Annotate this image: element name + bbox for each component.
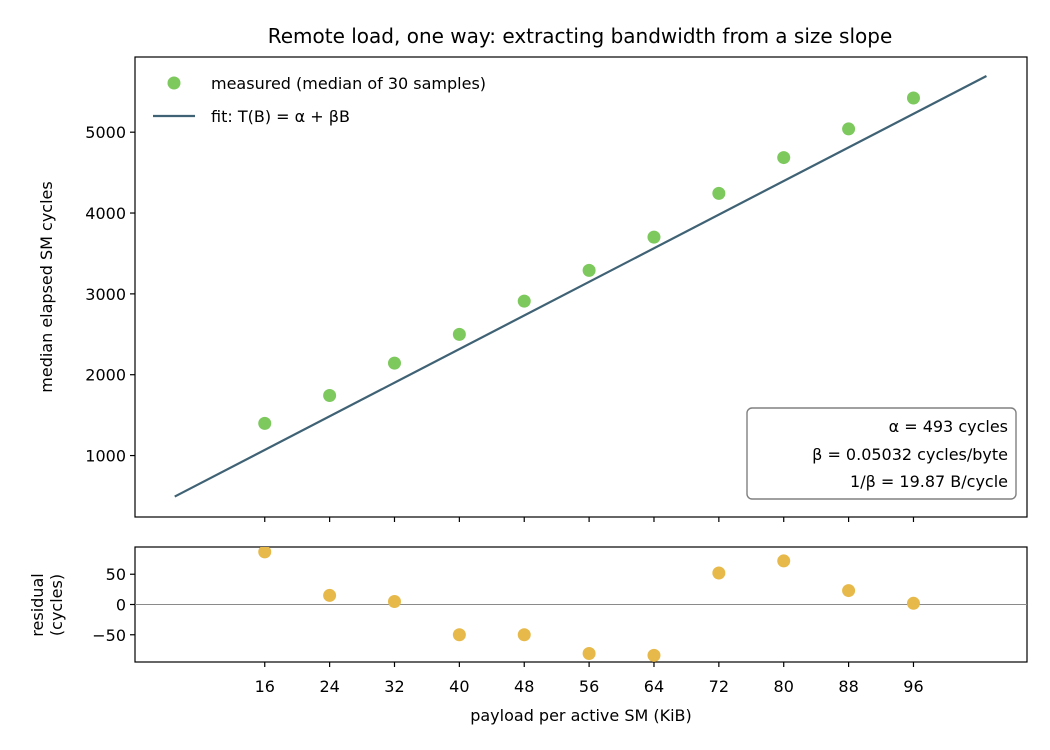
- bottom-x-tick-label: 56: [579, 677, 599, 696]
- top-y-tick-label: 5000: [85, 123, 126, 142]
- fit-bandwidth-text: 1/β = 19.87 B/cycle: [850, 472, 1008, 491]
- bottom-y-axis-label-line-2: (cycles): [47, 574, 66, 636]
- measured-point: [647, 230, 661, 244]
- residual-point: [712, 566, 726, 580]
- top-y-tick-label: 1000: [85, 447, 126, 466]
- fit-line: [174, 75, 987, 498]
- residual-point: [387, 594, 401, 608]
- top-plot-area: [134, 56, 1028, 518]
- bottom-x-tick-label: 32: [384, 677, 404, 696]
- top-y-tick-label: 4000: [85, 204, 126, 223]
- bottom-x-tick-label: 64: [644, 677, 664, 696]
- top-y-tick-label: 2000: [85, 366, 126, 385]
- bottom-y-axis-label-group: residual (cycles): [28, 573, 66, 636]
- legend-marker-measured: [167, 76, 181, 90]
- residual-point: [517, 628, 531, 642]
- top-plot-layer: 1000 2000 3000 4000 5000: [85, 75, 987, 522]
- bottom-x-tick-label: 88: [838, 677, 858, 696]
- bottom-x-tick-label: 80: [774, 677, 794, 696]
- x-axis-label: payload per active SM (KiB): [470, 706, 692, 725]
- residual-point: [906, 596, 920, 610]
- residual-point: [777, 554, 791, 568]
- residual-point: [323, 588, 337, 602]
- bottom-plot-layer: 50 0 −50 16 24 32 40 48 56 64 72 80 88 96: [92, 547, 1027, 696]
- measured-point: [842, 122, 856, 136]
- bottom-x-tick-label: 16: [255, 677, 275, 696]
- residual-point: [647, 648, 661, 662]
- bottom-y-tick-label: 50: [106, 565, 126, 584]
- bottom-y-tick-label: −50: [92, 626, 126, 645]
- bottom-x-tick-label: 24: [319, 677, 339, 696]
- measured-point: [712, 186, 726, 200]
- measured-point: [452, 327, 466, 341]
- chart-title: Remote load, one way: extracting bandwid…: [268, 24, 893, 48]
- measured-point: [387, 356, 401, 370]
- residual-points-group: [258, 547, 920, 662]
- legend-label-measured: measured (median of 30 samples): [211, 74, 486, 93]
- residual-point: [582, 647, 596, 661]
- measured-point: [777, 151, 791, 165]
- measured-point: [582, 263, 596, 277]
- legend: measured (median of 30 samples) fit: T(B…: [153, 74, 486, 126]
- measured-point: [517, 294, 531, 308]
- measured-point: [906, 91, 920, 105]
- legend-label-fit: fit: T(B) = α + βB: [211, 107, 350, 126]
- bottom-x-tick-label: 40: [449, 677, 469, 696]
- bottom-x-tick-label: 48: [514, 677, 534, 696]
- bottom-x-tick-label: 72: [709, 677, 729, 696]
- residual-point: [842, 584, 856, 598]
- measured-point: [323, 388, 337, 402]
- measured-point: [258, 416, 272, 430]
- residual-point: [258, 547, 272, 559]
- residual-point: [452, 628, 466, 642]
- bottom-y-tick-label: 0: [116, 596, 126, 615]
- fit-parameters-box: α = 493 cycles β = 0.05032 cycles/byte 1…: [746, 407, 1017, 500]
- fit-beta-text: β = 0.05032 cycles/byte: [812, 445, 1008, 464]
- bottom-x-tick-label: 96: [903, 677, 923, 696]
- top-y-axis-label: median elapsed SM cycles: [37, 181, 56, 392]
- top-y-tick-label: 3000: [85, 285, 126, 304]
- fit-parameters-frame: [746, 407, 1017, 500]
- fit-alpha-text: α = 493 cycles: [889, 417, 1008, 436]
- bottom-y-axis-label-line-1: residual: [28, 573, 47, 636]
